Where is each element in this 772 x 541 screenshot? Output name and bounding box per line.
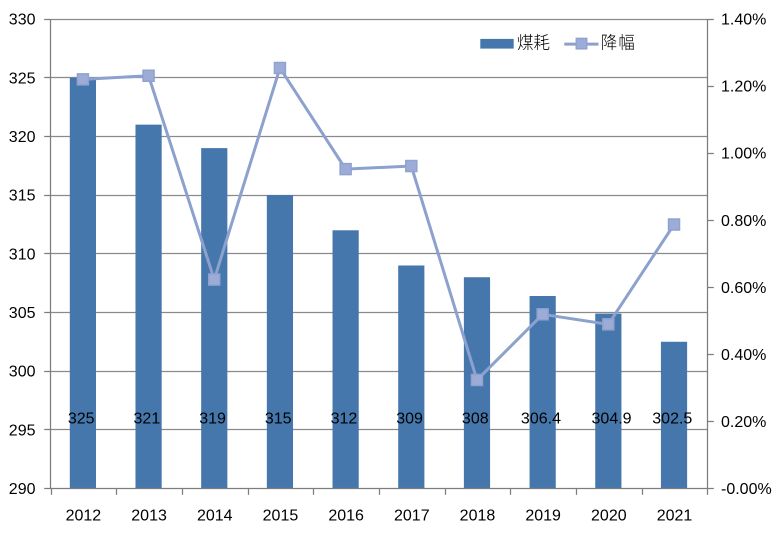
svg-text:312: 312 (331, 411, 358, 428)
svg-text:319: 319 (199, 411, 226, 428)
svg-text:2012: 2012 (66, 507, 102, 524)
svg-text:300: 300 (9, 364, 36, 381)
svg-text:321: 321 (134, 411, 161, 428)
svg-text:325: 325 (9, 70, 36, 87)
svg-text:2015: 2015 (263, 507, 299, 524)
svg-text:305: 305 (9, 305, 36, 322)
svg-text:295: 295 (9, 422, 36, 439)
svg-text:2013: 2013 (131, 507, 167, 524)
svg-text:2018: 2018 (460, 507, 496, 524)
svg-text:308: 308 (462, 411, 489, 428)
svg-text:0.60%: 0.60% (721, 280, 766, 297)
svg-text:2016: 2016 (328, 507, 364, 524)
svg-text:-0.00%: -0.00% (721, 481, 772, 498)
svg-text:2019: 2019 (525, 507, 561, 524)
svg-text:1.40%: 1.40% (721, 12, 766, 29)
svg-text:2021: 2021 (657, 507, 693, 524)
svg-text:325: 325 (68, 411, 95, 428)
svg-text:2020: 2020 (591, 507, 627, 524)
svg-text:290: 290 (9, 481, 36, 498)
svg-text:0.20%: 0.20% (721, 414, 766, 431)
svg-text:320: 320 (9, 129, 36, 146)
svg-text:310: 310 (9, 246, 36, 263)
svg-text:330: 330 (9, 12, 36, 29)
svg-text:315: 315 (265, 411, 292, 428)
svg-text:306.4: 306.4 (521, 411, 561, 428)
svg-text:1.00%: 1.00% (721, 146, 766, 163)
svg-text:2017: 2017 (394, 507, 430, 524)
svg-text:315: 315 (9, 188, 36, 205)
svg-text:0.40%: 0.40% (721, 347, 766, 364)
svg-text:309: 309 (396, 411, 423, 428)
svg-text:2014: 2014 (197, 507, 233, 524)
svg-text:304.9: 304.9 (592, 411, 632, 428)
svg-text:302.5: 302.5 (652, 411, 692, 428)
svg-text:1.20%: 1.20% (721, 79, 766, 96)
svg-text:0.80%: 0.80% (721, 213, 766, 230)
